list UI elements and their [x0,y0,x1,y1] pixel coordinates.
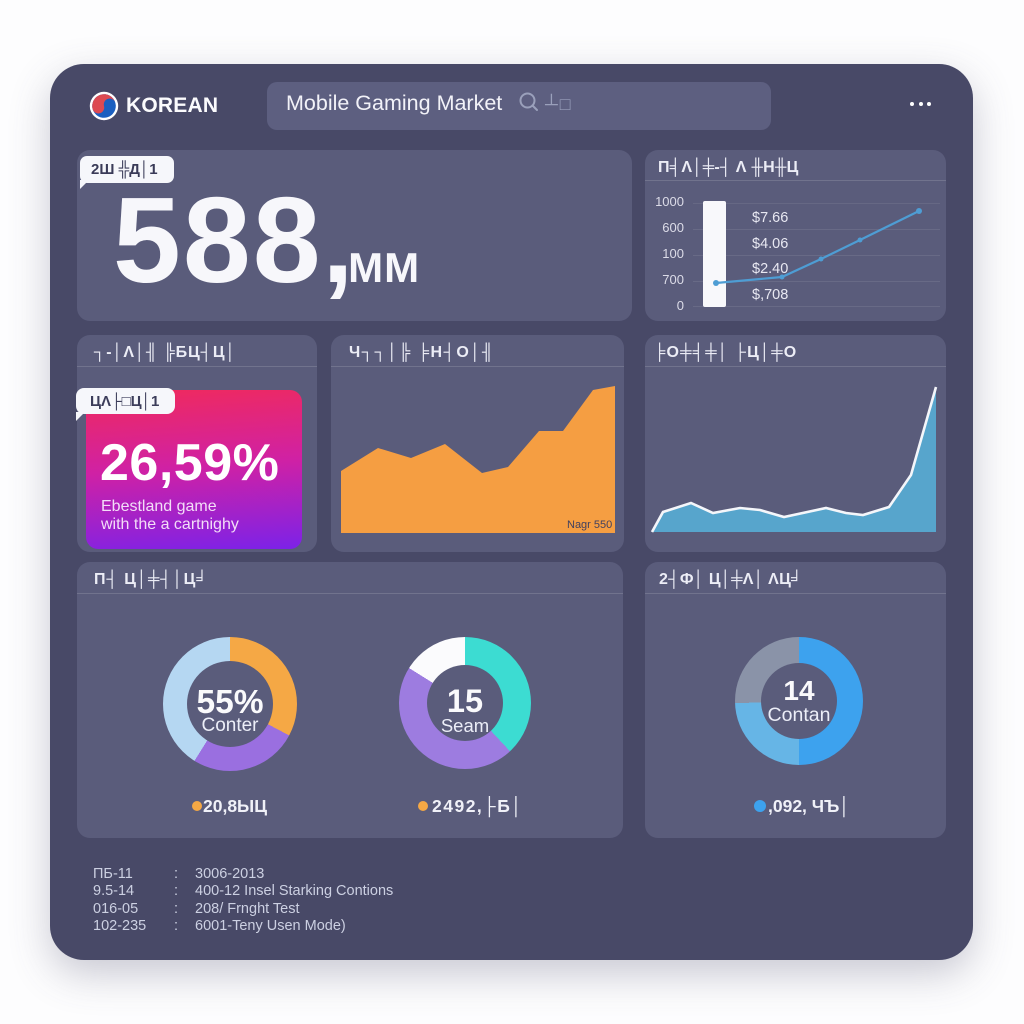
svg-text:Nagr 550: Nagr 550 [567,519,612,531]
